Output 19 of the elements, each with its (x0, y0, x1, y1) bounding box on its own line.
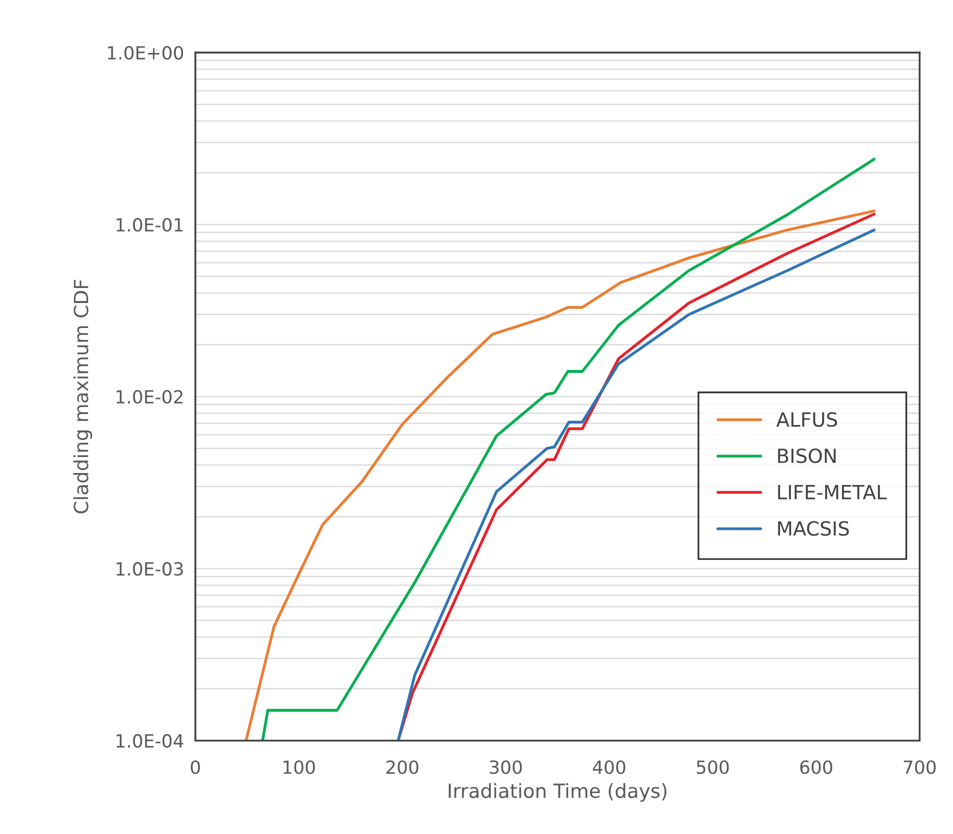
x-tick-label: 500 (696, 760, 729, 774)
x-tick-label: 200 (386, 760, 418, 774)
y-tick-label: 1.0E-03 (116, 562, 183, 576)
legend-label: LIFE-METAL (778, 485, 887, 500)
x-tick-label: 300 (490, 760, 522, 774)
legend-label: BISON (778, 448, 836, 464)
legend-label: MACSIS (778, 521, 849, 536)
y-tick-label: 1.0E-04 (116, 734, 184, 748)
x-tick-label: 600 (800, 760, 832, 774)
y-tick-label: 1.0E-02 (116, 390, 182, 404)
x-tick-label: 700 (904, 760, 936, 774)
legend-label: ALFUS (776, 412, 838, 427)
x-axis-title: Irradiation Time (days) (448, 783, 666, 802)
y-tick-label: 1.0E-01 (116, 218, 183, 232)
x-tick-label: 400 (592, 760, 626, 774)
y-axis-title: Cladding maximum CDF (73, 280, 92, 514)
x-tick-label: 0 (190, 760, 200, 774)
y-tick-label: 1.0E+00 (108, 46, 184, 60)
x-tick-label: 100 (284, 760, 315, 774)
